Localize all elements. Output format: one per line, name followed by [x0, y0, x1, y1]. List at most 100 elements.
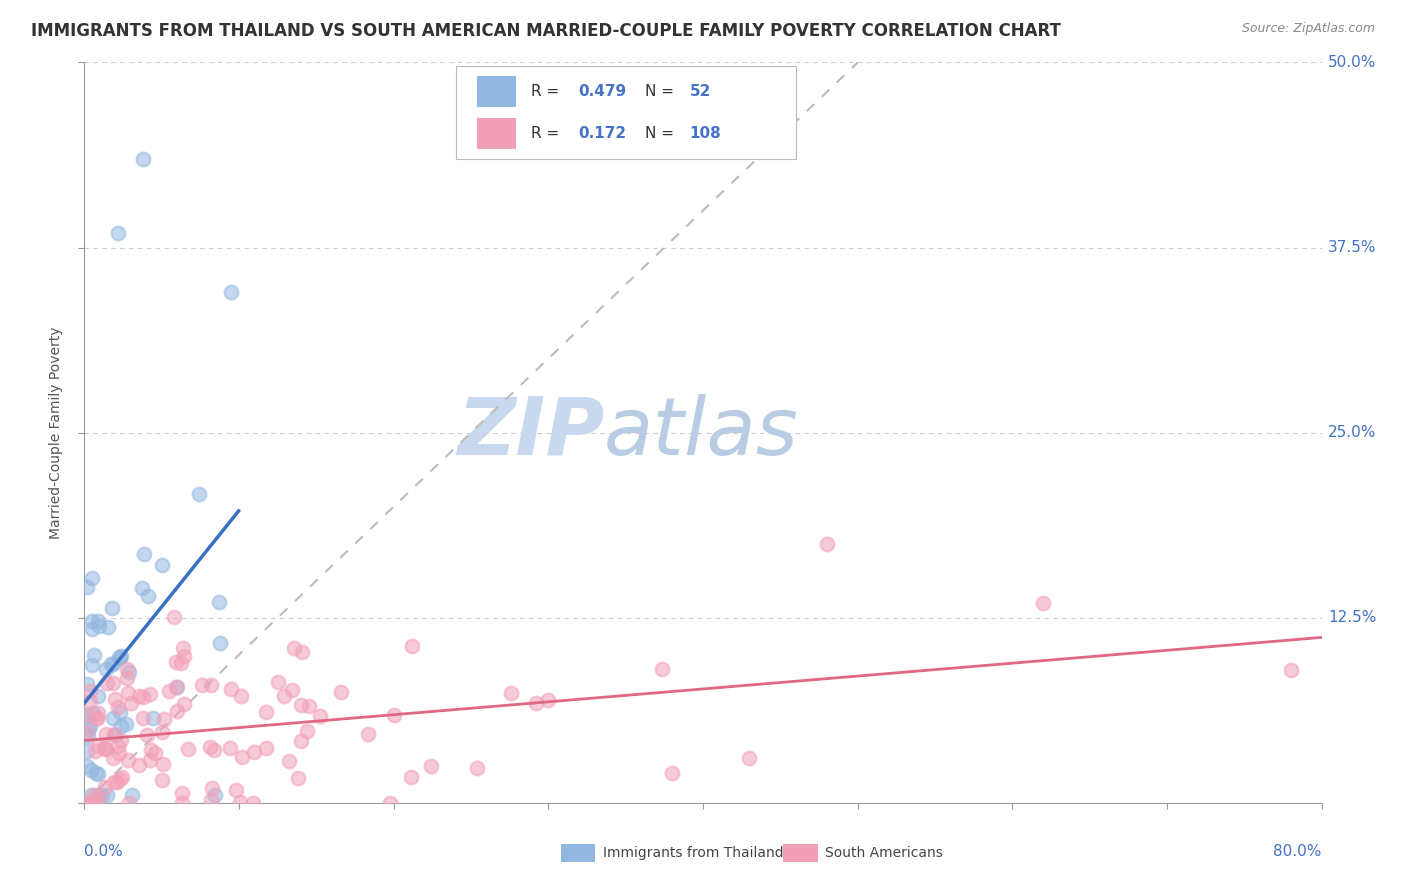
Point	[139, 687, 162, 701]
Point	[254, 705, 277, 719]
Point	[86, 710, 108, 724]
Point	[96, 789, 118, 803]
Point	[218, 741, 240, 756]
Point	[1279, 663, 1302, 677]
Point	[225, 782, 247, 797]
Point	[254, 741, 277, 756]
Point	[738, 750, 761, 764]
Point	[537, 693, 560, 707]
Point	[150, 558, 173, 573]
Text: 50.0%: 50.0%	[1327, 55, 1376, 70]
FancyBboxPatch shape	[477, 76, 516, 107]
Point	[287, 772, 309, 786]
Point	[132, 690, 155, 705]
Point	[94, 780, 117, 794]
Point	[166, 680, 188, 694]
Point	[118, 665, 141, 679]
Point	[356, 727, 378, 741]
Point	[166, 704, 188, 718]
Point	[283, 640, 305, 655]
Point	[101, 657, 124, 672]
Point	[82, 657, 104, 672]
Text: IMMIGRANTS FROM THAILAND VS SOUTH AMERICAN MARRIED-COUPLE FAMILY POVERTY CORRELA: IMMIGRANTS FROM THAILAND VS SOUTH AMERIC…	[31, 22, 1060, 40]
Point	[101, 600, 124, 615]
FancyBboxPatch shape	[456, 66, 796, 159]
FancyBboxPatch shape	[477, 118, 516, 149]
Point	[110, 772, 132, 786]
Point	[152, 756, 174, 771]
Point	[524, 696, 547, 710]
Point	[131, 581, 153, 595]
Point	[219, 285, 242, 299]
Point	[76, 796, 98, 810]
Y-axis label: Married-Couple Family Poverty: Married-Couple Family Poverty	[49, 326, 63, 539]
Point	[172, 786, 194, 800]
Point	[83, 789, 105, 803]
Point	[117, 671, 139, 685]
Point	[173, 697, 195, 711]
Point	[401, 639, 423, 653]
Point	[103, 727, 125, 741]
Point	[108, 649, 131, 664]
Point	[79, 796, 101, 810]
Point	[79, 718, 101, 732]
Point	[157, 684, 180, 698]
Point	[82, 622, 104, 636]
Point	[281, 682, 304, 697]
Point	[378, 796, 401, 810]
Point	[201, 781, 224, 796]
Text: 0.479: 0.479	[578, 84, 626, 99]
Point	[87, 739, 110, 753]
Text: 25.0%: 25.0%	[1327, 425, 1376, 440]
Point	[208, 595, 231, 609]
Point	[176, 742, 198, 756]
Point	[173, 649, 195, 664]
Point	[100, 657, 122, 671]
Text: R =: R =	[531, 126, 564, 141]
Point	[82, 614, 104, 628]
Point	[76, 580, 98, 594]
Point	[231, 750, 253, 764]
Point	[87, 767, 110, 781]
Point	[108, 706, 131, 720]
Point	[291, 645, 314, 659]
Point	[104, 728, 127, 742]
Point	[80, 763, 103, 777]
Point	[198, 740, 221, 755]
Point	[277, 754, 299, 768]
Point	[104, 691, 127, 706]
Text: Source: ZipAtlas.com: Source: ZipAtlas.com	[1241, 22, 1375, 36]
Point	[84, 766, 107, 780]
Text: Immigrants from Thailand: Immigrants from Thailand	[603, 847, 783, 860]
Point	[200, 793, 222, 807]
Point	[93, 741, 115, 756]
Text: 52: 52	[689, 84, 711, 99]
Point	[79, 722, 101, 736]
Point	[330, 685, 353, 699]
Point	[170, 796, 193, 810]
Point	[111, 770, 134, 784]
Point	[108, 746, 131, 760]
Point	[96, 662, 118, 676]
Point	[142, 711, 165, 725]
Point	[79, 693, 101, 707]
Point	[105, 774, 128, 789]
Point	[79, 684, 101, 698]
Point	[229, 795, 252, 809]
Point	[110, 732, 132, 747]
Point	[96, 726, 118, 740]
Point	[94, 742, 117, 756]
Point	[163, 610, 186, 624]
Point	[135, 728, 157, 742]
Point	[91, 789, 114, 803]
Point	[136, 589, 159, 603]
Point	[132, 711, 155, 725]
Point	[231, 689, 253, 703]
Point	[191, 678, 214, 692]
Point	[297, 723, 319, 738]
Point	[101, 751, 124, 765]
FancyBboxPatch shape	[561, 844, 595, 862]
Point	[128, 758, 150, 772]
Point	[150, 725, 173, 739]
Point	[266, 675, 288, 690]
